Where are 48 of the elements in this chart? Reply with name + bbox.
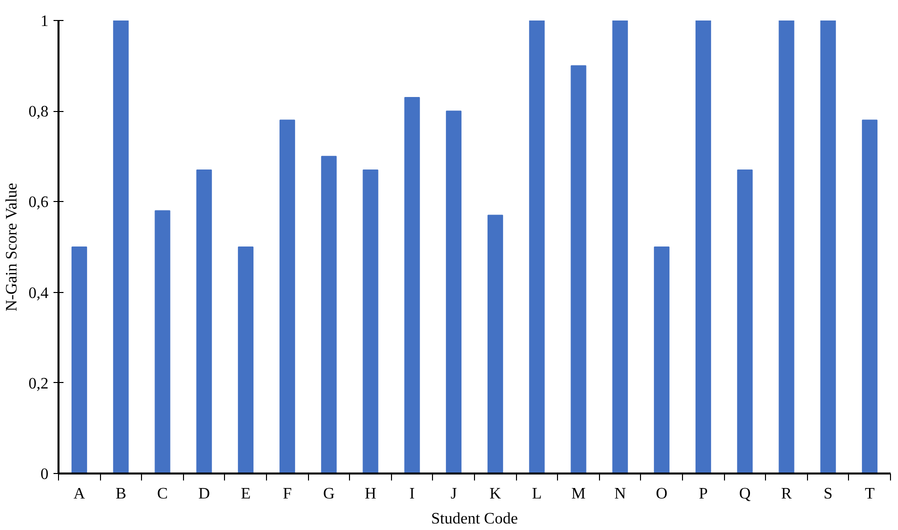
x-tick-label: N (614, 486, 626, 502)
bar (488, 214, 504, 474)
bar (196, 169, 212, 474)
x-tick-label: L (532, 486, 542, 502)
bar (404, 97, 420, 474)
bar (612, 20, 628, 474)
x-tick-label: T (864, 486, 875, 502)
bar (529, 20, 545, 474)
bar (820, 20, 836, 474)
bar (446, 110, 462, 474)
x-tick-label: J (450, 486, 457, 502)
x-tick-label: O (656, 486, 668, 502)
bar (570, 65, 586, 474)
x-tick-label: E (240, 486, 251, 502)
bar (696, 20, 712, 474)
bar (654, 246, 670, 474)
bar (778, 20, 794, 474)
y-tick-label: 0,8 (28, 104, 48, 121)
y-tick-label: 0 (40, 466, 48, 483)
x-tick-label: B (116, 486, 126, 502)
bar (113, 20, 129, 474)
bar (280, 120, 296, 474)
bar (362, 169, 378, 474)
x-axis-title: Student Code (431, 510, 518, 528)
y-tick-label: 0,6 (28, 194, 48, 212)
x-tick-label: D (198, 486, 210, 502)
x-tick-label: M (571, 486, 586, 502)
y-tick-label: 0,4 (28, 284, 48, 302)
x-tick-label: H (364, 486, 377, 502)
x-tick-label: G (323, 486, 336, 502)
x-tick-label: R (781, 486, 792, 502)
y-tick-label: 1 (40, 13, 48, 30)
x-tick-label: S (824, 486, 833, 502)
bar (862, 120, 878, 474)
bar (72, 246, 88, 474)
x-tick-label: C (157, 486, 168, 502)
bar (154, 210, 170, 474)
bar (238, 246, 254, 474)
x-tick-label: I (409, 486, 415, 502)
y-tick-label: 0,2 (28, 375, 48, 392)
x-tick-label: A (74, 486, 86, 502)
x-tick-label: P (698, 486, 708, 502)
x-tick-label: K (490, 486, 502, 502)
y-axis-title: N-Gain Score Value (4, 182, 20, 312)
x-tick-label: Q (739, 486, 752, 502)
x-tick-label: F (282, 486, 292, 502)
bar (737, 169, 753, 474)
bar (321, 156, 337, 474)
